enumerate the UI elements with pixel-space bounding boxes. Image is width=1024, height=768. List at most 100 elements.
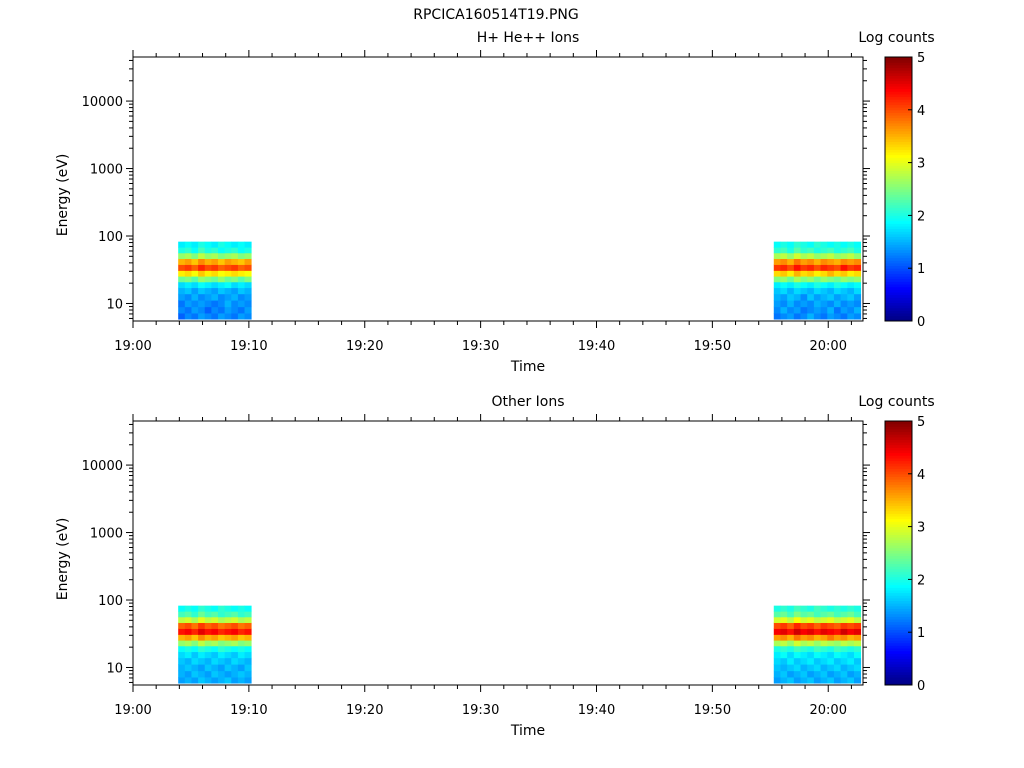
heatmap-cell [854, 657, 862, 665]
colorbar-frame [884, 420, 913, 686]
heatmap-cell [807, 313, 815, 320]
colorbar-tick-label: 1 [917, 262, 925, 277]
heatmap-cell [847, 657, 855, 665]
heatmap-cell [184, 634, 192, 641]
heatmap-cell [827, 640, 835, 647]
panels-group: H+ He++ Ions 19:00 19:10 19:20 19:30 19:40 19:… [55, 30, 935, 739]
heatmap-cell [827, 651, 835, 659]
heatmap-cell [793, 313, 801, 320]
colorbar-segment [885, 262, 912, 267]
heatmap-cell [178, 276, 186, 283]
heatmap-cell [211, 241, 219, 248]
heatmap-cell [231, 634, 239, 641]
heatmap-cell [218, 605, 226, 612]
heatmap-cell [793, 264, 801, 271]
heatmap-cell [211, 287, 219, 295]
heatmap-cell [807, 306, 815, 314]
colorbar-label: Log counts [858, 30, 934, 46]
heatmap-cell [847, 300, 855, 308]
colorbar-segment [885, 619, 912, 623]
heatmap-cell [780, 287, 788, 295]
heatmap-cell [840, 276, 848, 283]
heatmap-cell [231, 670, 239, 678]
colorbar-segment [885, 154, 912, 158]
heatmap-cell [840, 306, 848, 314]
heatmap-cell [204, 622, 212, 629]
heatmap-cell [211, 611, 219, 618]
heatmap-cell [833, 664, 842, 672]
colorbar-segment [885, 434, 912, 438]
heatmap-cell [833, 241, 842, 248]
heatmap-cell [820, 287, 828, 295]
heatmap-cell [787, 605, 795, 612]
heatmap-cell [224, 264, 232, 271]
heatmap-cell [813, 605, 821, 612]
colorbar-segment [885, 444, 912, 448]
heatmap-cell [854, 300, 862, 308]
colorbar-tick-label: 2 [917, 573, 925, 588]
heatmap-cell [184, 651, 192, 659]
heatmap-cell [820, 270, 828, 277]
heatmap-cell [224, 270, 232, 277]
heatmap-cell [820, 281, 828, 289]
heatmap-cell [244, 264, 252, 271]
colorbar-segment [885, 101, 912, 106]
colorbar-segment [885, 645, 912, 649]
heatmap-cell [773, 252, 781, 259]
heatmap-cell [237, 276, 245, 283]
colorbar-segment [885, 178, 912, 182]
colorbar-segment [885, 508, 912, 512]
heatmap-cell [211, 258, 219, 265]
heatmap-cell [840, 270, 848, 277]
heatmap-cell [244, 622, 252, 629]
colorbar-segment [885, 57, 912, 61]
heatmap-cell [847, 247, 855, 254]
heatmap-cell [191, 281, 199, 289]
heatmap-cell [793, 276, 801, 283]
heatmap-cell [780, 628, 788, 635]
heatmap-cell [191, 270, 199, 277]
heatmap-cell [807, 300, 815, 308]
colorbar-segment [885, 534, 912, 538]
heatmap-cell [787, 270, 795, 277]
colorbar-segment [885, 661, 912, 665]
heatmap-cell [178, 241, 186, 248]
heatmap-cell [237, 616, 245, 623]
heatmap-cell [813, 270, 821, 277]
colorbar-segment [885, 576, 912, 580]
heatmap-cells [178, 605, 862, 684]
heatmap-cell [198, 634, 206, 641]
heatmap-cell [793, 605, 801, 612]
heatmap-cell [204, 300, 212, 308]
colorbar-segment [885, 613, 912, 617]
heatmap-cell [211, 252, 219, 259]
y-axis-label: Energy (eV) [55, 518, 71, 601]
heatmap-cell [244, 670, 252, 678]
x-tick-label: 19:30 [462, 703, 499, 718]
heatmap-cell [787, 264, 795, 271]
heatmap-cell [191, 616, 199, 623]
colorbar-segment [885, 93, 912, 98]
y-tick-label: 10 [106, 297, 123, 312]
heatmap-cell [184, 657, 192, 665]
heatmap-cell [840, 651, 848, 659]
heatmap-cell [813, 657, 821, 665]
colorbar-segment [885, 233, 912, 238]
heatmap-cell [218, 300, 226, 308]
heatmap-cell [244, 270, 252, 277]
heatmap-cell [231, 605, 239, 612]
heatmap-cell [827, 634, 835, 641]
heatmap-cell [204, 281, 212, 289]
colorbar-segment [885, 571, 912, 575]
heatmap-cell [833, 270, 842, 277]
heatmap-cell [800, 247, 808, 254]
heatmap-cell [178, 616, 186, 623]
heatmap-cell [218, 622, 226, 629]
heatmap-cell [800, 605, 808, 612]
heatmap-cell [773, 640, 781, 647]
x-tick-label: 19:00 [114, 703, 151, 718]
heatmap-cell [231, 616, 239, 623]
colorbar-tick-label: 3 [917, 157, 925, 172]
colorbar-segment [885, 579, 912, 583]
heatmap-cell [800, 300, 808, 308]
